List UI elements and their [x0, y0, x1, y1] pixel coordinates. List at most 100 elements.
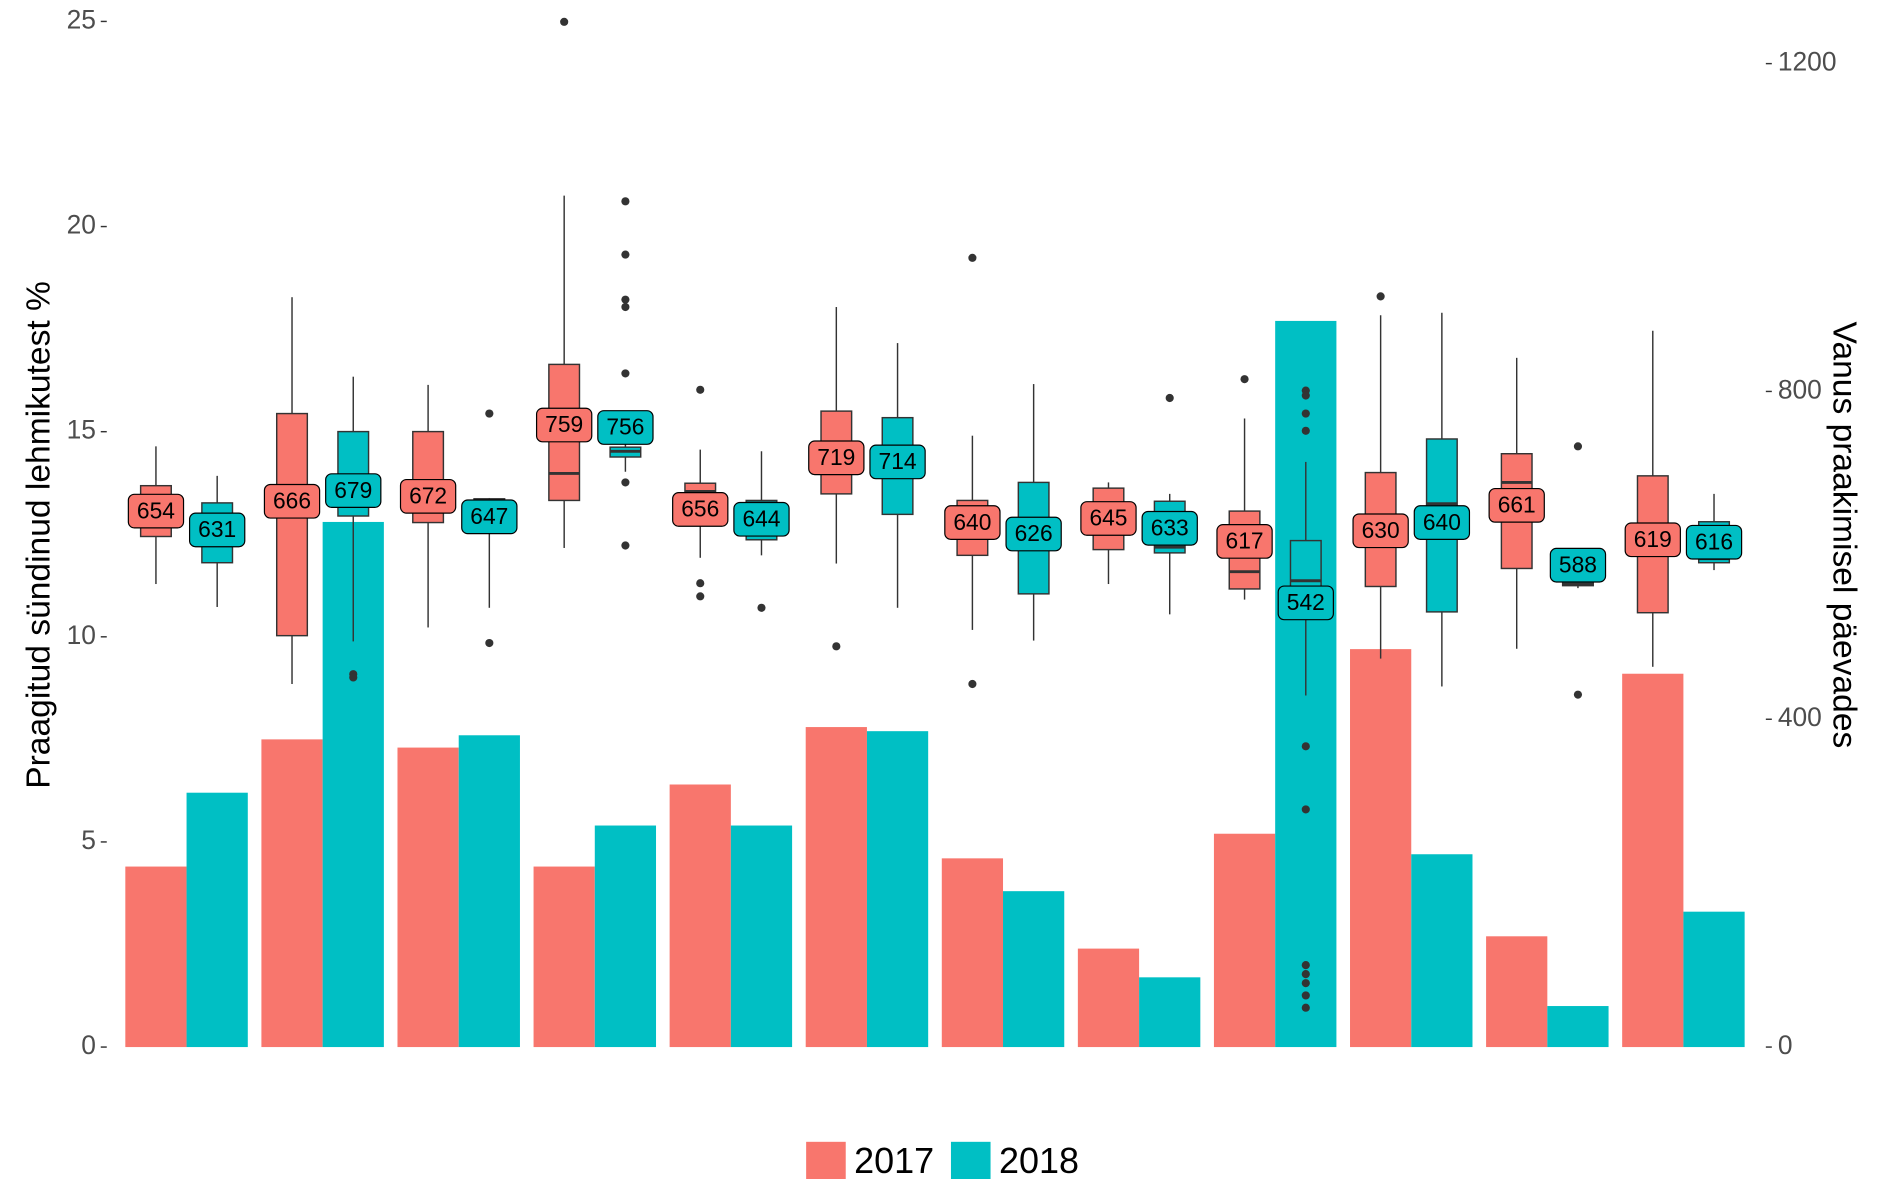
- outlier: [621, 197, 630, 206]
- box-label: 630: [1362, 517, 1400, 543]
- bar: [866, 731, 929, 1048]
- box-label: 640: [953, 509, 991, 535]
- box-label: 588: [1559, 551, 1597, 577]
- bar: [1003, 891, 1065, 1048]
- bar: [1547, 1006, 1609, 1048]
- legend-swatch: [806, 1141, 846, 1179]
- y2-axis-title: Vanus praakimisel päevades: [1826, 322, 1863, 749]
- bar: [533, 866, 595, 1048]
- box-label-bg: [808, 440, 865, 476]
- box: [275, 412, 309, 637]
- box-label: 640: [1423, 509, 1461, 535]
- box-label-bg: [733, 501, 790, 537]
- outlier: [1301, 1003, 1310, 1012]
- bar: [186, 792, 248, 1048]
- bar: [1486, 936, 1548, 1048]
- outlier: [1301, 979, 1310, 988]
- box-label-bg: [1549, 547, 1607, 583]
- box: [1289, 539, 1322, 593]
- box-label: 617: [1226, 528, 1264, 554]
- bar: [458, 735, 520, 1048]
- box-label: 756: [606, 414, 644, 440]
- y-tick-label: 20: [67, 210, 96, 240]
- y-tick-label: 15: [67, 415, 96, 445]
- box-label: 619: [1634, 526, 1672, 552]
- box-label: 679: [334, 477, 372, 503]
- box-label: 661: [1498, 492, 1536, 518]
- outlier: [696, 579, 705, 588]
- box-label-bg: [1624, 522, 1681, 558]
- outlier: [1376, 292, 1385, 301]
- outlier: [621, 369, 630, 378]
- outlier: [1573, 690, 1583, 699]
- y-tick-label: 25: [67, 4, 96, 34]
- box-label: 616: [1695, 528, 1733, 554]
- box-label-bg: [597, 410, 654, 445]
- bar: [805, 727, 867, 1048]
- outlier: [1301, 970, 1310, 979]
- box-label: 654: [137, 497, 175, 523]
- outlier: [349, 673, 358, 682]
- bar: [1622, 673, 1684, 1048]
- bar: [941, 858, 1004, 1048]
- box-label-bg: [535, 407, 593, 443]
- box-label-bg: [672, 492, 729, 527]
- legend-swatch: [950, 1141, 991, 1179]
- box-label-bg: [1080, 501, 1137, 536]
- box-label-bg: [1277, 585, 1334, 621]
- outlier: [621, 302, 630, 312]
- y2-tick-label: 400: [1778, 702, 1822, 732]
- outlier: [1301, 961, 1310, 970]
- bar: [1139, 977, 1201, 1048]
- bar: [669, 784, 731, 1048]
- outlier: [1301, 805, 1310, 814]
- box-label: 656: [681, 496, 719, 522]
- box-label-bg: [325, 473, 382, 508]
- outlier: [1573, 442, 1583, 451]
- bar: [594, 825, 657, 1048]
- box-label: 719: [817, 444, 855, 470]
- box-label-bg: [1141, 510, 1198, 546]
- box-label: 542: [1287, 589, 1325, 615]
- box-label-bg: [1488, 487, 1545, 523]
- bar: [397, 747, 459, 1048]
- box-label: 759: [545, 411, 583, 437]
- box-label: 626: [1015, 520, 1053, 546]
- outlier: [621, 541, 630, 550]
- outlier: [757, 603, 766, 612]
- bar: [1213, 833, 1276, 1048]
- outlier: [621, 250, 630, 259]
- outlier: [485, 409, 494, 418]
- y2-tick-label: 1200: [1778, 47, 1837, 77]
- bar: [1411, 854, 1473, 1048]
- y-axis-title: Praagitud sündinud lehmikutest %: [21, 281, 58, 789]
- y-tick-label: 5: [81, 825, 96, 855]
- outlier: [1301, 391, 1310, 400]
- box-label-bg: [1216, 524, 1273, 559]
- outlier: [696, 385, 705, 394]
- outlier: [1301, 409, 1310, 418]
- box-label: 666: [273, 487, 311, 513]
- box-label-bg: [188, 512, 246, 548]
- box-label: 647: [470, 503, 508, 529]
- box-label: 672: [409, 483, 447, 509]
- box-label: 631: [198, 516, 236, 542]
- legend-label: 2018: [999, 1140, 1079, 1179]
- box-label-bg: [263, 483, 321, 519]
- box-label: 644: [742, 506, 780, 532]
- outlier: [1165, 393, 1174, 403]
- bar: [125, 866, 187, 1048]
- y-tick-label: 0: [81, 1030, 96, 1060]
- box-label-bg: [461, 499, 518, 535]
- outlier: [1301, 742, 1310, 751]
- outlier: [1301, 426, 1310, 435]
- y2-tick-label: 0: [1778, 1030, 1793, 1060]
- box-label-bg: [127, 493, 185, 529]
- legend-label: 2017: [854, 1140, 934, 1179]
- outlier: [968, 679, 977, 689]
- bar: [730, 825, 793, 1048]
- box-label-bg: [1352, 513, 1409, 549]
- box-label-bg: [399, 478, 457, 514]
- outlier: [696, 592, 705, 601]
